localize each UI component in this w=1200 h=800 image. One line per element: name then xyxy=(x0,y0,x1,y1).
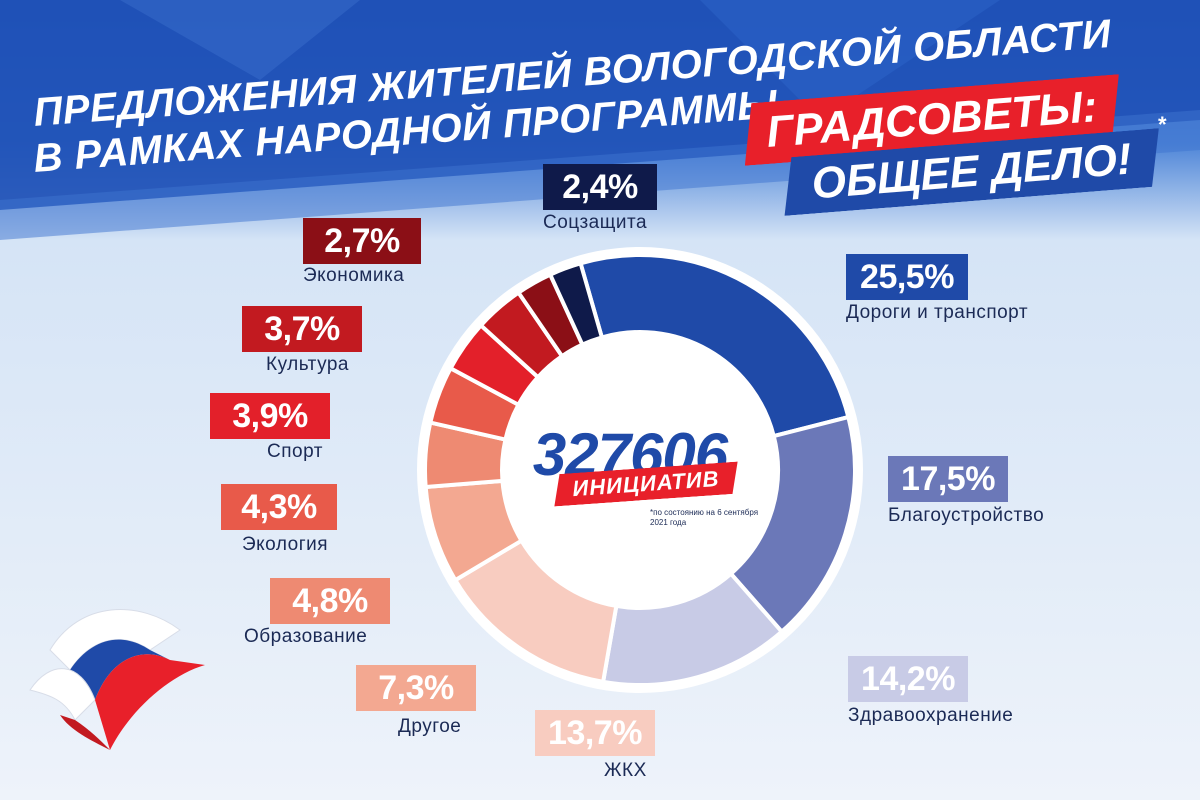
donut-slice xyxy=(547,260,605,348)
data-label: 2,4% xyxy=(543,164,657,210)
data-label: 13,7% xyxy=(535,710,655,756)
data-label: 14,2% xyxy=(848,656,968,702)
category-label: Соцзащита xyxy=(543,212,648,233)
data-label: 4,8% xyxy=(270,578,390,624)
flag-heart-logo xyxy=(29,609,205,750)
data-label: 2,7% xyxy=(303,218,421,264)
category-label: Здравоохранение xyxy=(848,705,1014,726)
data-label: 17,5% xyxy=(888,456,1008,502)
donut-slice xyxy=(578,253,851,439)
slogan-asterisk: * xyxy=(1158,112,1167,137)
category-label: Экономика xyxy=(303,265,405,286)
category-label: Экология xyxy=(242,534,329,555)
category-label: Культура xyxy=(266,354,349,375)
category-label: Другое xyxy=(398,716,462,737)
center-footnote: *по состоянию на 6 сентября 2021 года xyxy=(650,508,759,527)
category-label: Образование xyxy=(244,626,368,647)
data-label: 4,3% xyxy=(221,484,337,530)
category-label: ЖКХ xyxy=(604,760,647,781)
data-label: 7,3% xyxy=(356,665,476,711)
category-label: Дороги и транспорт xyxy=(846,302,1029,323)
category-label: Спорт xyxy=(267,441,323,462)
data-label: 3,7% xyxy=(242,306,362,352)
category-label: Благоустройство xyxy=(888,505,1045,526)
data-label: 3,9% xyxy=(210,393,330,439)
data-label: 25,5% xyxy=(846,254,968,300)
